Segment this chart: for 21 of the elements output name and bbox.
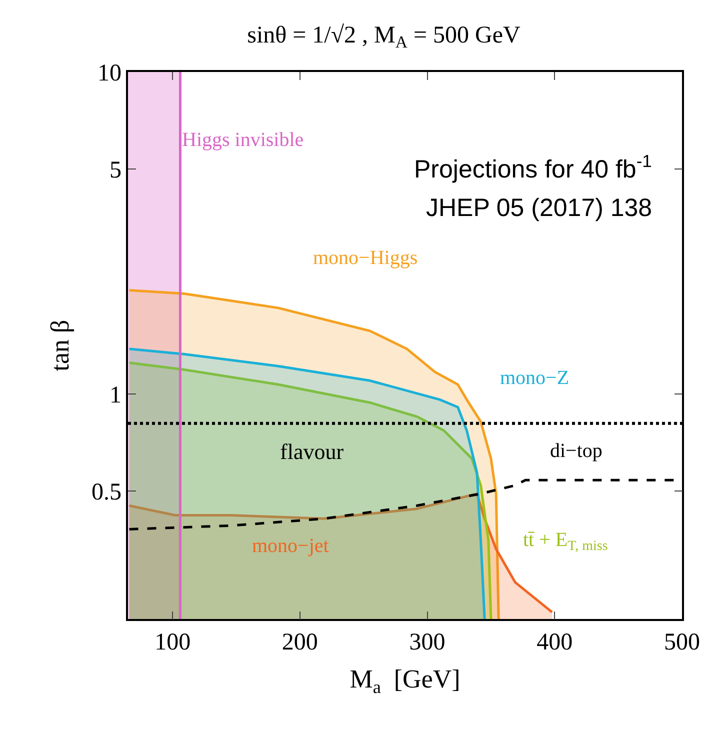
- text: mono−Z: [500, 367, 570, 389]
- x-tick-label: 500: [664, 630, 700, 656]
- annotation: JHEP 05 (2017) 138: [426, 194, 652, 222]
- annotation: Projections for 40 fb$^{-1}$: [414, 151, 652, 184]
- y-tick-label: 0.5: [91, 479, 122, 506]
- x-tick-label: 300: [409, 630, 446, 656]
- series-label: mono−jet: [252, 535, 330, 557]
- y-tick-label: 5: [109, 157, 122, 184]
- text: mono−Higgs: [313, 247, 418, 269]
- series-label: tt̄ + E$_{T, miss}$: [523, 529, 608, 554]
- series-label: di−top: [550, 440, 602, 462]
- band-label: Higgs invisible: [182, 129, 304, 151]
- x-axis-title: M$_{a}$ [GeV]: [350, 664, 460, 698]
- y-tick-label: 10: [97, 60, 122, 86]
- x-tick-label: 200: [282, 630, 318, 656]
- ref-line-label: flavour: [280, 439, 344, 464]
- chart-title: sinθ = 1/√2 , M$_{A}$ = 500 GeV: [247, 22, 521, 52]
- y-tick-label: 1: [109, 382, 122, 408]
- x-tick-label: 100: [154, 630, 191, 656]
- y-axis-title: tan β: [45, 320, 74, 372]
- x-tick-label: 400: [536, 630, 573, 656]
